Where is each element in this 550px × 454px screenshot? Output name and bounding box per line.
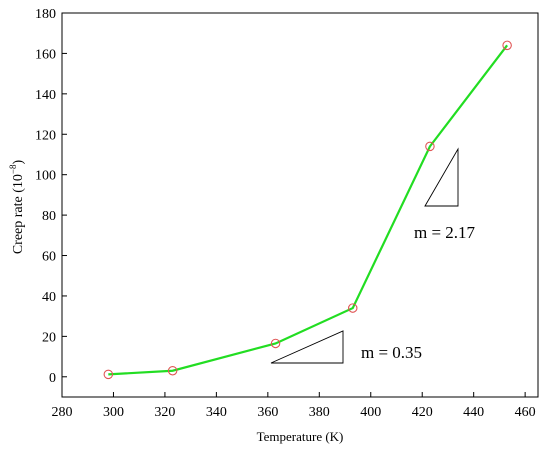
y-tick-label: 0: [49, 371, 56, 386]
slope-annotation-high: m = 2.17: [414, 223, 476, 242]
x-tick-label: 300: [103, 405, 124, 420]
data-point: [425, 141, 435, 152]
y-axis-title-close: ): [11, 160, 26, 165]
data-point: [270, 338, 281, 349]
x-tick-label: 420: [412, 405, 433, 420]
y-tick-label: 160: [35, 47, 56, 62]
slope-triangle-low: [270, 330, 344, 364]
x-tick-label: 440: [463, 405, 484, 420]
data-point: [347, 303, 358, 313]
x-tick-label: 360: [257, 405, 278, 420]
y-axis-title-exponent: −8: [8, 164, 18, 174]
y-tick-label: 80: [42, 209, 56, 224]
data-point: [167, 365, 178, 376]
y-tick-label: 120: [35, 128, 56, 143]
x-tick-label: 400: [360, 405, 381, 420]
y-tick-label: 100: [35, 169, 56, 184]
axis-ticks: 280 300 320 340 360 380 400 420 440 460 0 20 40 60 80 1…: [35, 7, 536, 420]
series-line: [108, 44, 508, 376]
x-axis-title: Temperature (K): [257, 429, 344, 444]
slope-triangle-high: [424, 147, 459, 207]
plot-area: [61, 12, 539, 398]
y-axis-title: Creep rate (10−8): [8, 160, 26, 255]
x-tick-label: 280: [52, 405, 73, 420]
slope-annotation-low: m = 0.35: [361, 343, 422, 362]
x-tick-label: 380: [309, 405, 330, 420]
data-point: [502, 40, 512, 51]
plot-frame: [61, 12, 539, 398]
data-point: [103, 369, 114, 380]
y-tick-label: 60: [42, 250, 56, 265]
x-tick-label: 320: [154, 405, 175, 420]
x-tick-label: 460: [515, 405, 536, 420]
y-tick-label: 40: [42, 290, 56, 305]
y-tick-label: 180: [35, 7, 56, 22]
y-tick-label: 20: [42, 330, 56, 345]
x-tick-label: 340: [206, 405, 227, 420]
y-tick-label: 140: [35, 88, 56, 103]
y-axis-title-main: Creep rate (10: [11, 174, 26, 254]
